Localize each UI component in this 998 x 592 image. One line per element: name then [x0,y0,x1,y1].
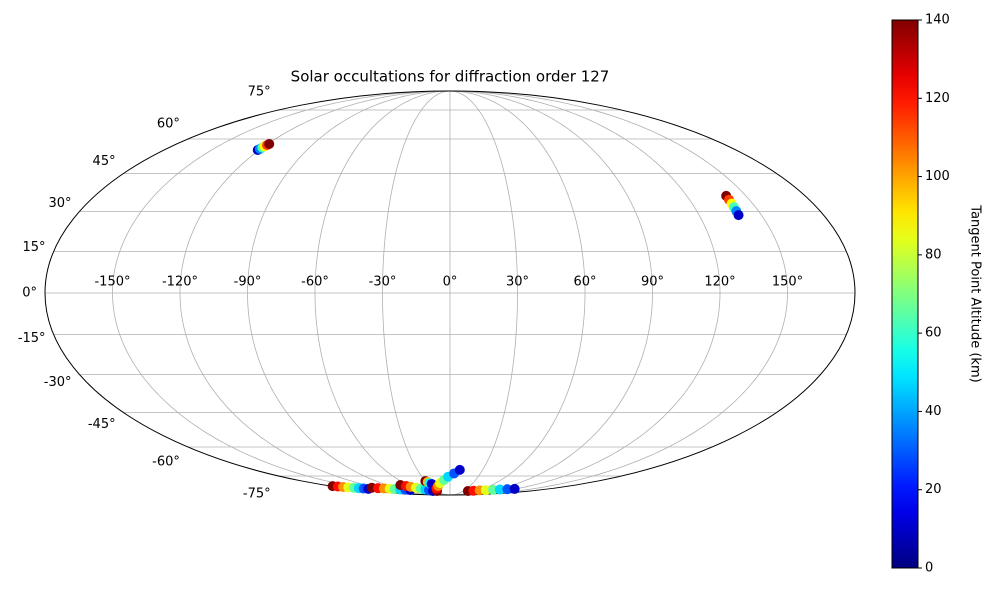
x-tick-label: -30° [369,275,397,290]
scatter-point [494,484,505,495]
y-tick-label: -15° [18,331,46,346]
y-tick-label: 0° [22,286,37,301]
y-tick-label: -30° [44,375,72,390]
colorbar-tick-label: 0 [925,561,933,576]
x-tick-label: -150° [94,275,130,290]
x-tick-label: 150° [772,275,803,290]
colorbar-tick-label: 40 [925,404,942,419]
x-tick-label: 0° [443,275,458,290]
x-tick-label: 30° [506,275,529,290]
x-tick-label: -60° [301,275,329,290]
x-tick-label: -90° [234,275,262,290]
scatter-point [509,483,520,494]
colorbar-tick-label: 140 [925,13,950,28]
x-tick-label: 120° [704,275,735,290]
y-tick-label: -75° [243,487,271,502]
x-tick-label: 60° [573,275,596,290]
scatter-point [480,485,491,496]
colorbar-tick-label: 60 [925,326,942,341]
colorbar-tick-label: 120 [925,91,950,106]
colorbar-label: Tangent Point Altitude (km) [968,204,983,382]
scatter-point [454,464,465,475]
scatter-point [733,210,744,221]
scatter-point [502,484,513,495]
x-tick-label: 90° [641,275,664,290]
colorbar [891,19,919,569]
x-tick-label: -120° [162,275,198,290]
y-tick-label: 60° [157,116,180,131]
colorbar-tick-label: 80 [925,247,942,262]
y-tick-label: -60° [152,455,180,470]
y-tick-label: 30° [48,196,71,211]
y-tick-label: 15° [23,240,46,255]
map-boundary [44,90,856,496]
colorbar-tick-label: 20 [925,482,942,497]
colorbar-tick-label: 100 [925,169,950,184]
y-tick-label: 45° [93,154,116,169]
y-tick-label: 75° [248,84,271,99]
scatter-point [264,138,275,149]
y-tick-label: -45° [88,417,116,432]
chart-title: Solar occultations for diffraction order… [291,68,610,86]
